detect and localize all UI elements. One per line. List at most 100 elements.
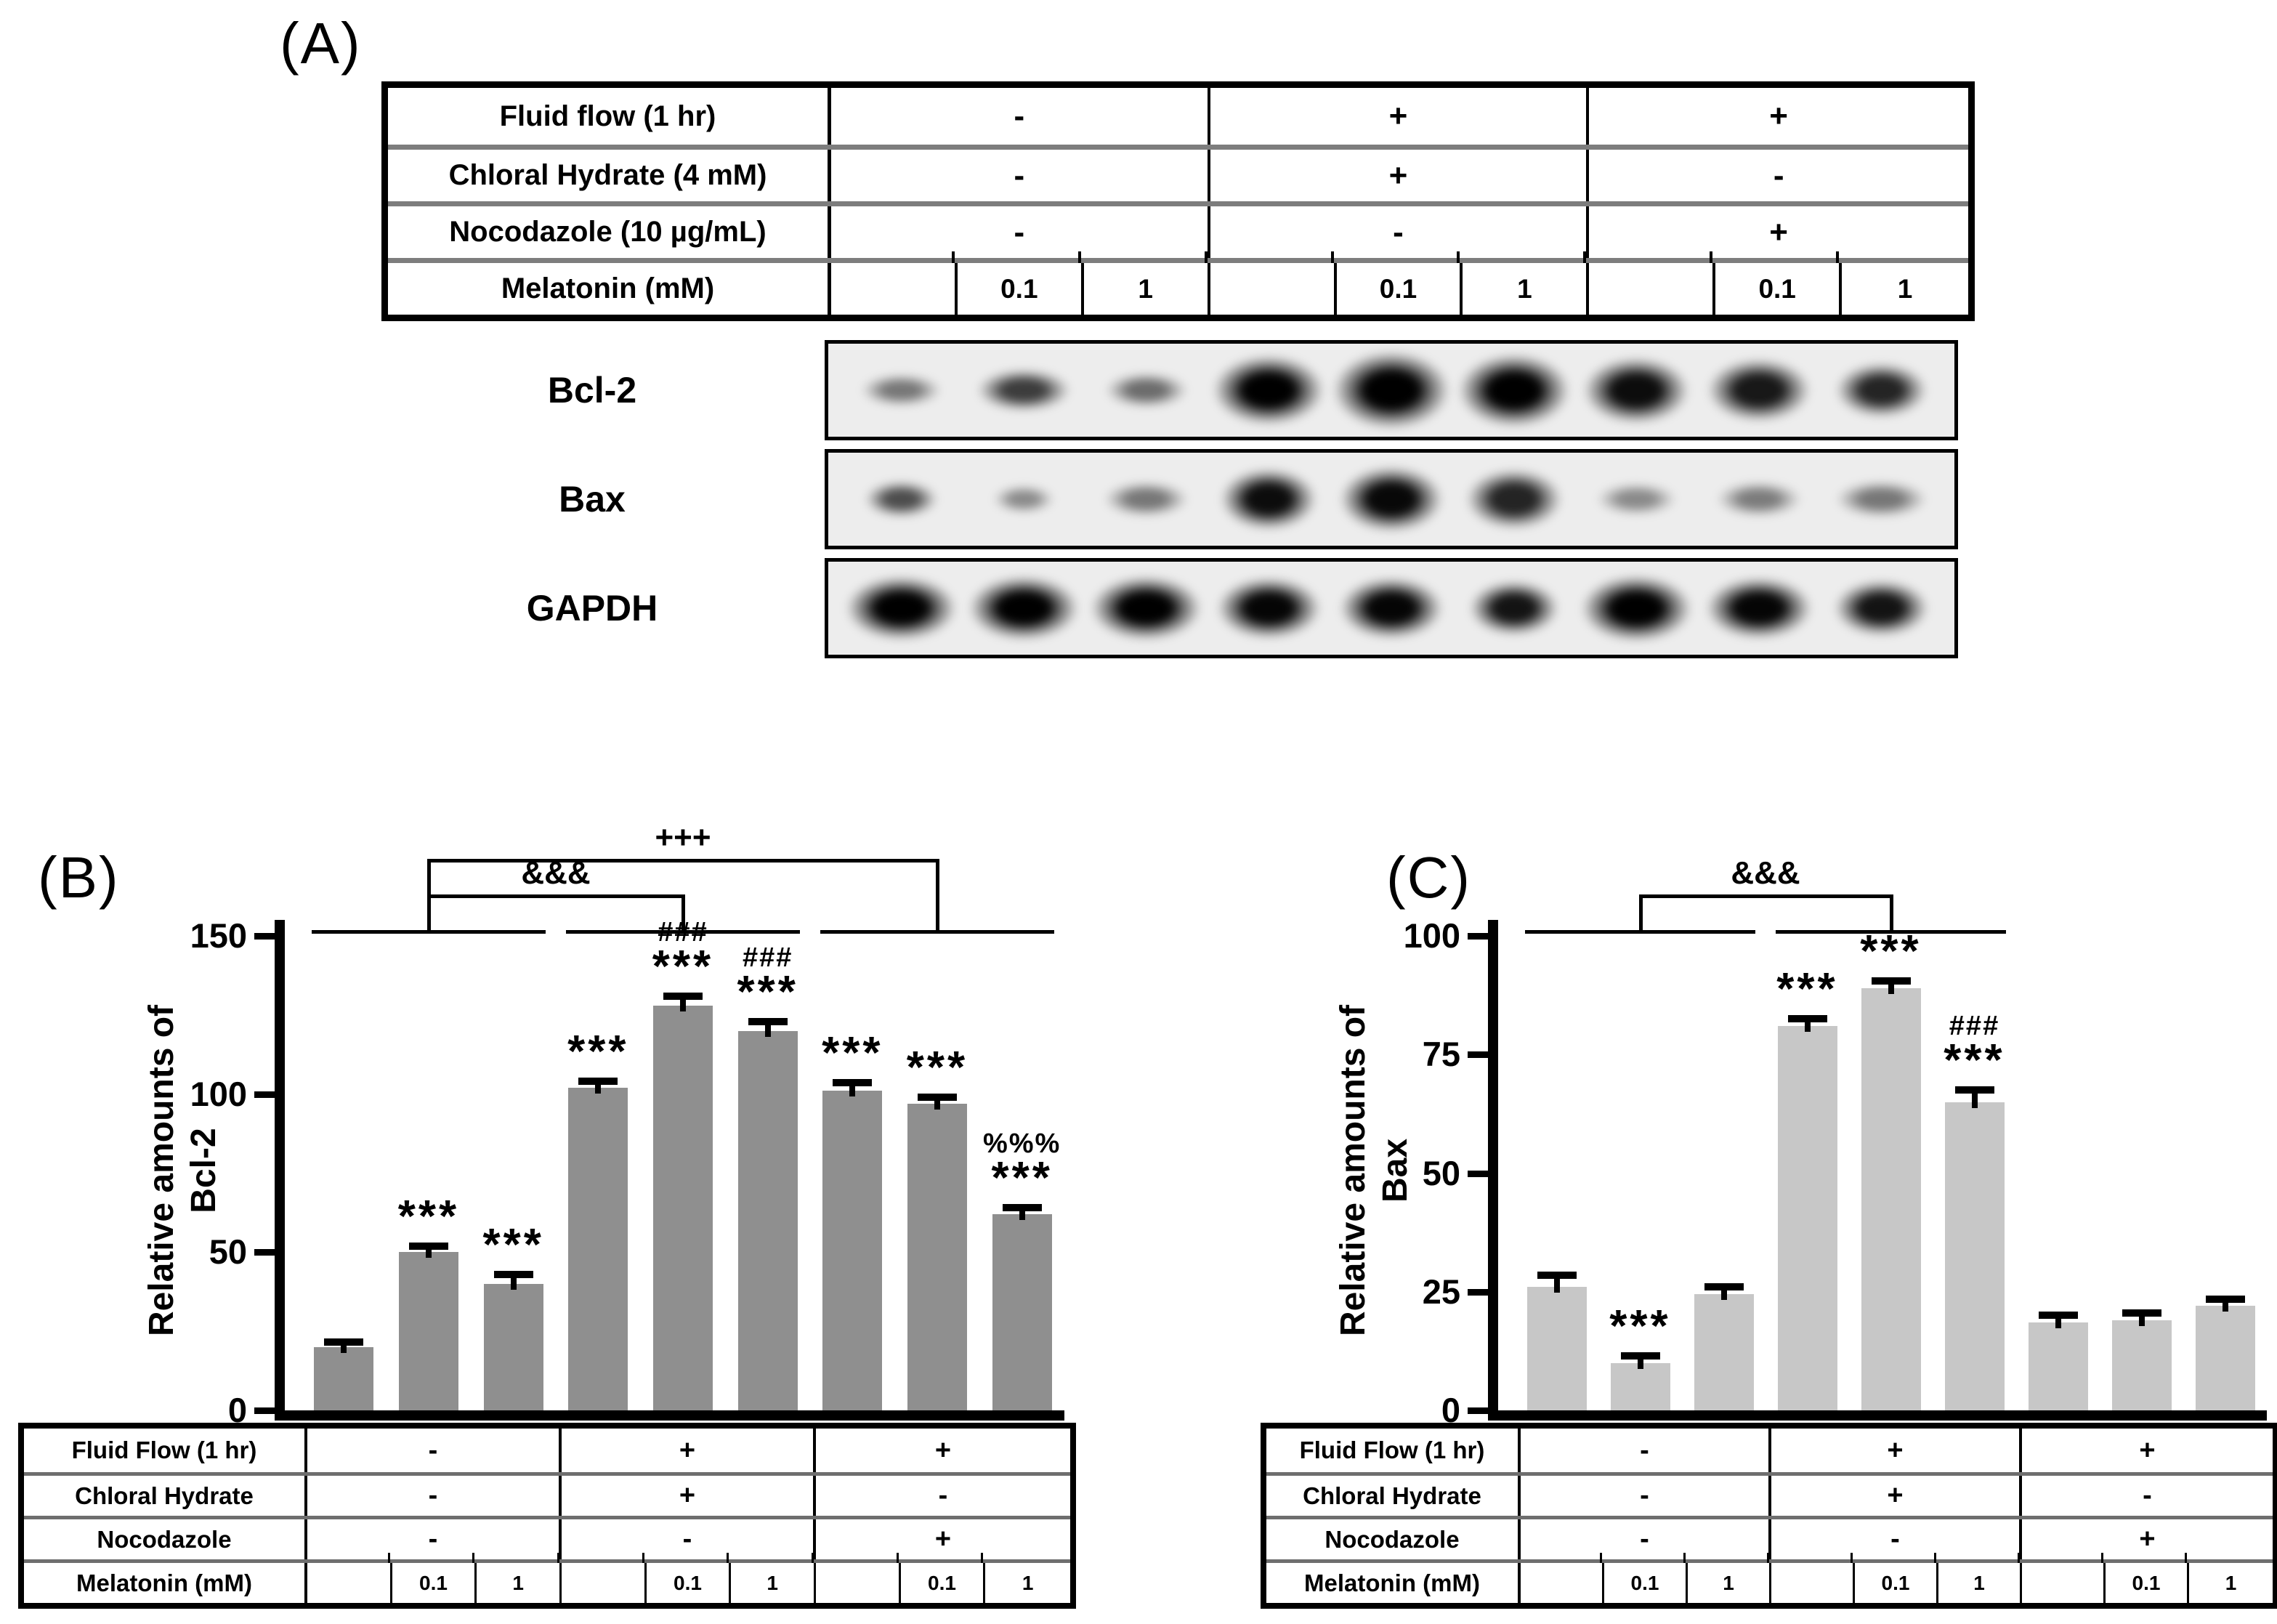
error-bar-stem (2222, 1298, 2228, 1312)
condition-cell: 1 (1083, 251, 1210, 315)
bar (1777, 1026, 1837, 1410)
condition-cell: 0.1 (1715, 251, 1843, 315)
y-tick (1468, 933, 1488, 940)
blot-box (825, 558, 1958, 658)
row-label: Chloral Hydrate (4 mM) (388, 150, 831, 201)
condition-cell: 1 (985, 1563, 1070, 1603)
blot-band (863, 480, 939, 518)
group-baseline (1776, 930, 2006, 934)
bar (399, 1252, 458, 1410)
error-bar-cap (1002, 1204, 1042, 1212)
bar (2028, 1322, 2088, 1410)
table-row: Melatonin (mM) 0.1 1 0.1 1 0.1 1 (388, 251, 1968, 315)
blot-band (974, 368, 1073, 412)
condition-cell: + (562, 1476, 816, 1516)
row-label: Fluid Flow (1 hr) (24, 1429, 307, 1472)
error-bar-cap (1871, 977, 1911, 985)
bar (1944, 1102, 2005, 1410)
table-row: Fluid flow (1 hr) - + + (388, 88, 1968, 145)
significance-label: *** (1860, 926, 1922, 977)
bracket-line (1889, 894, 1893, 930)
melatonin-column-stub (1934, 1553, 1936, 1563)
error-bar-stem (1720, 1287, 1727, 1300)
blot-band (844, 575, 959, 642)
y-tick-label: 100 (1403, 916, 1460, 955)
significance-label: *** (1776, 964, 1838, 1015)
condition-cell: 1 (1938, 1553, 2022, 1603)
bar (1526, 1287, 1587, 1410)
blot-box (825, 340, 1958, 440)
error-bar-stem (341, 1342, 347, 1353)
melatonin-column-stub (1683, 1553, 1686, 1563)
condition-cell: - (831, 150, 1210, 201)
melatonin-column-stub (1600, 1553, 1602, 1563)
condition-table: Fluid Flow (1 hr) - + + Chloral Hydrate - + - No… (18, 1423, 1076, 1609)
condition-cell (1589, 251, 1716, 315)
error-bar-stem (510, 1274, 517, 1290)
melatonin-column-stub (727, 1553, 729, 1563)
y-tick-label: 50 (1422, 1153, 1460, 1192)
condition-cell: 0.1 (957, 251, 1084, 315)
significance-label: %%% (982, 1128, 1061, 1160)
row-label: Chloral Hydrate (1266, 1476, 1521, 1516)
melatonin-column-stub (896, 1553, 899, 1563)
significance-label: *** (737, 966, 798, 1017)
melatonin-column-stub (1710, 251, 1713, 263)
x-axis-line (1488, 1410, 2267, 1421)
error-bar-stem (2055, 1315, 2061, 1329)
error-bar-cap (833, 1079, 873, 1087)
bar (653, 1005, 713, 1410)
condition-cell: 0.1 (1604, 1553, 1688, 1603)
y-axis-title-line: Bax (1376, 1138, 1415, 1203)
bar (822, 1091, 883, 1410)
condition-cell (831, 251, 958, 315)
blot-band (1833, 480, 1930, 518)
y-tick-label: 50 (209, 1232, 247, 1272)
significance-label: *** (991, 1153, 1053, 1204)
condition-cell: 1 (1842, 263, 1968, 315)
condition-cell: 1 (477, 1553, 562, 1603)
significance-label: *** (652, 941, 714, 992)
condition-cell: 1 (731, 1553, 816, 1603)
y-tick-label: 150 (190, 916, 247, 955)
condition-cell: - (1521, 1429, 1771, 1472)
melatonin-column-stub (557, 1553, 559, 1563)
condition-cell: + (1210, 88, 1590, 145)
significance-label: ### (1949, 1011, 2000, 1042)
blot-band (1088, 575, 1204, 642)
blot-band (1330, 350, 1453, 431)
blot-band (1467, 580, 1561, 637)
table-row: Melatonin (mM) 0.1 1 0.1 1 0.1 1 (1266, 1553, 2273, 1603)
row-label: Nocodazole (24, 1519, 307, 1559)
x-axis-line (275, 1410, 1064, 1421)
bar (314, 1346, 374, 1410)
blot-label: Bcl-2 (547, 370, 637, 411)
blot-band (1704, 357, 1813, 423)
condition-cell: - (562, 1519, 816, 1559)
bar (992, 1214, 1052, 1410)
group-baseline (312, 930, 546, 934)
error-bar-cap (1537, 1271, 1577, 1279)
melatonin-column-stub (2101, 1553, 2103, 1563)
error-bar-cap (578, 1078, 618, 1086)
error-bar-cap (748, 1017, 788, 1025)
row-label: Fluid flow (1 hr) (388, 88, 831, 145)
melatonin-column-stub (472, 1553, 475, 1563)
blot-band (992, 485, 1056, 514)
condition-cell: - (307, 1429, 562, 1472)
bar (568, 1087, 628, 1410)
bracket-line (427, 859, 431, 930)
condition-cell (815, 1553, 901, 1603)
condition-cell: - (307, 1476, 562, 1516)
condition-cell: - (1521, 1476, 1771, 1516)
bracket-line (429, 859, 937, 863)
group-baseline (566, 930, 800, 934)
table-row: Chloral Hydrate - + - (24, 1472, 1070, 1516)
melatonin-column-stub (1457, 251, 1460, 263)
bracket-line (1640, 894, 1891, 898)
significance-label: ### (742, 942, 793, 973)
error-bar-cap (493, 1270, 533, 1278)
error-bar-stem (934, 1097, 940, 1110)
condition-cell: 1 (2189, 1563, 2273, 1603)
